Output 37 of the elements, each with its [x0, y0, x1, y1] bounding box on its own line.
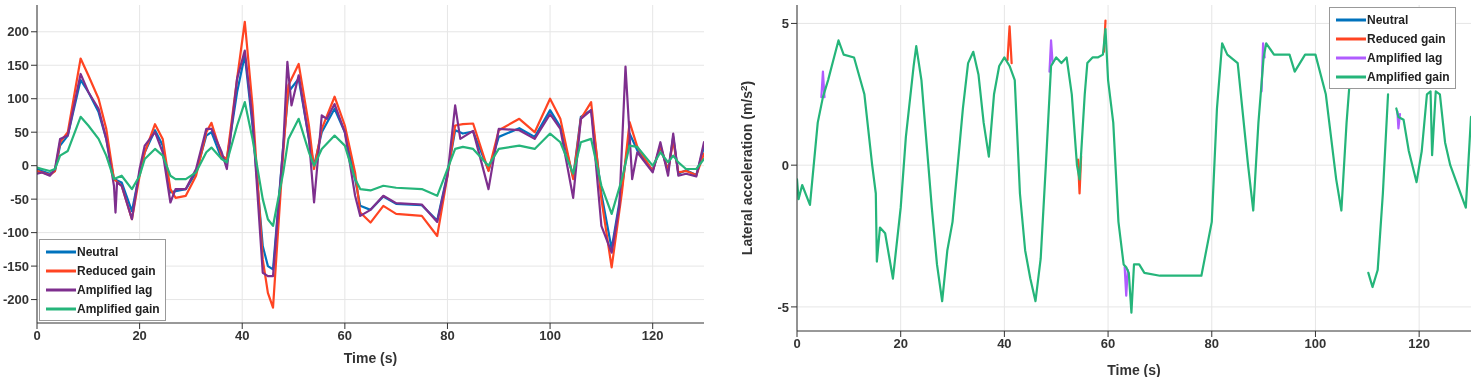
legend-label: Neutral — [1367, 12, 1409, 27]
x-axis-title: Time (s) — [343, 350, 398, 366]
y-tick-label: -50 — [10, 191, 29, 207]
x-tick-label: 60 — [1100, 336, 1116, 352]
x-tick-label: 20 — [132, 328, 147, 344]
x-tick-label: 40 — [235, 328, 250, 344]
x-tick-label: 0 — [33, 328, 41, 344]
y-tick-label: 5 — [781, 16, 789, 32]
legend-label: Amplified lag — [1367, 50, 1443, 65]
legend-label: Reduced gain — [77, 263, 156, 278]
x-tick-label: 100 — [539, 328, 561, 344]
legend-label: Amplified gain — [1367, 69, 1450, 84]
legend-label: Reduced gain — [1367, 31, 1446, 46]
y-tick-label: 0 — [781, 157, 789, 173]
y-tick-label: 50 — [14, 124, 29, 140]
x-tick-label: 60 — [337, 328, 353, 344]
legend-label: Amplified gain — [77, 301, 160, 316]
y-tick-label: 200 — [7, 24, 29, 40]
y-tick-label: 0 — [21, 158, 29, 174]
y-tick-label: -5 — [777, 299, 789, 315]
y-tick-label: -200 — [2, 292, 29, 308]
line-series — [37, 100, 704, 228]
y-tick-label: -150 — [2, 258, 29, 274]
x-tick-label: 0 — [793, 336, 801, 352]
y-tick-label: 150 — [7, 57, 29, 73]
legend-label: Neutral — [77, 244, 119, 259]
x-axis-title: Time (s) — [1107, 362, 1161, 377]
y-tick-label: -100 — [2, 225, 29, 241]
x-tick-label: 120 — [641, 328, 664, 344]
x-tick-label: 80 — [440, 328, 455, 344]
x-tick-label: 80 — [1204, 336, 1219, 352]
x-tick-label: 40 — [997, 336, 1012, 352]
x-tick-label: 120 — [1408, 336, 1431, 352]
y-tick-label: 100 — [7, 91, 29, 107]
legend-label: Amplified lag — [77, 282, 153, 297]
x-tick-label: 20 — [893, 336, 908, 352]
x-tick-label: 100 — [1304, 336, 1327, 352]
